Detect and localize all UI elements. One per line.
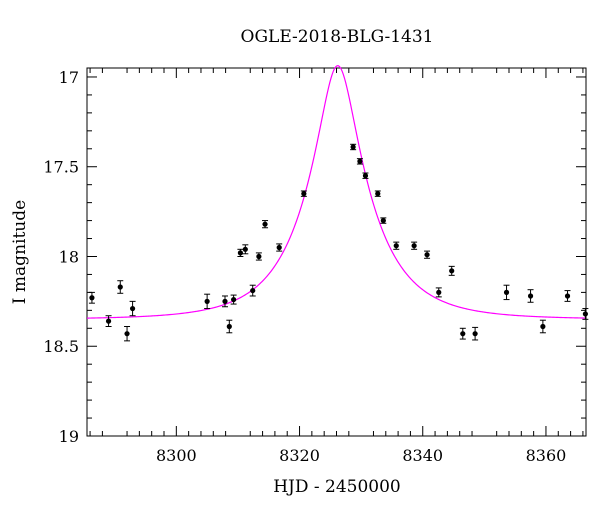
axis-ticks: [87, 68, 586, 437]
chart-title: OGLE-2018-BLG-1431: [241, 27, 434, 47]
data-point: [527, 293, 534, 299]
y-tick-label: 17.5: [43, 158, 79, 177]
data-point: [117, 284, 123, 290]
y-tick-label: 18: [59, 247, 79, 266]
data-point: [503, 289, 510, 295]
data-point: [262, 221, 268, 227]
data-point: [242, 246, 248, 252]
data-point: [204, 298, 210, 304]
data-points: [88, 143, 589, 342]
data-point: [222, 298, 228, 304]
data-point: [449, 268, 455, 274]
plot-frame: [86, 67, 587, 437]
data-point: [362, 173, 369, 179]
data-point: [357, 158, 363, 164]
x-tick-label: 8360: [526, 446, 567, 465]
data-point: [250, 287, 256, 294]
data-point: [89, 295, 95, 301]
axis-tick-labels: 8300 8320 8340 8360 17 17.5 18 18.5 19: [43, 68, 566, 465]
data-point: [375, 191, 381, 197]
data-point: [226, 323, 232, 330]
data-point: [237, 250, 243, 256]
x-tick-label: 8300: [156, 446, 197, 465]
data-point: [436, 289, 442, 295]
data-point: [411, 243, 417, 249]
model-curve: [86, 65, 587, 319]
data-point: [393, 243, 399, 249]
data-point: [380, 217, 386, 224]
data-point: [231, 296, 237, 303]
x-tick-label: 8340: [402, 446, 443, 465]
data-point: [540, 323, 546, 330]
data-point: [276, 244, 282, 251]
data-point: [256, 253, 262, 260]
y-tick-label: 18.5: [43, 337, 79, 356]
x-axis-label: HJD - 2450000: [273, 477, 401, 497]
data-point: [424, 252, 430, 258]
data-point: [564, 293, 571, 299]
y-axis-label: I magnitude: [10, 200, 30, 304]
x-tick-label: 8320: [279, 446, 320, 465]
data-point: [105, 318, 112, 324]
data-point: [124, 331, 130, 337]
data-point: [350, 144, 356, 150]
y-tick-label: 17: [59, 68, 79, 87]
data-point: [460, 331, 466, 337]
data-point: [301, 191, 307, 197]
data-point: [582, 311, 588, 317]
data-point: [129, 305, 136, 312]
data-point: [472, 331, 478, 337]
y-tick-label: 19: [59, 427, 79, 446]
